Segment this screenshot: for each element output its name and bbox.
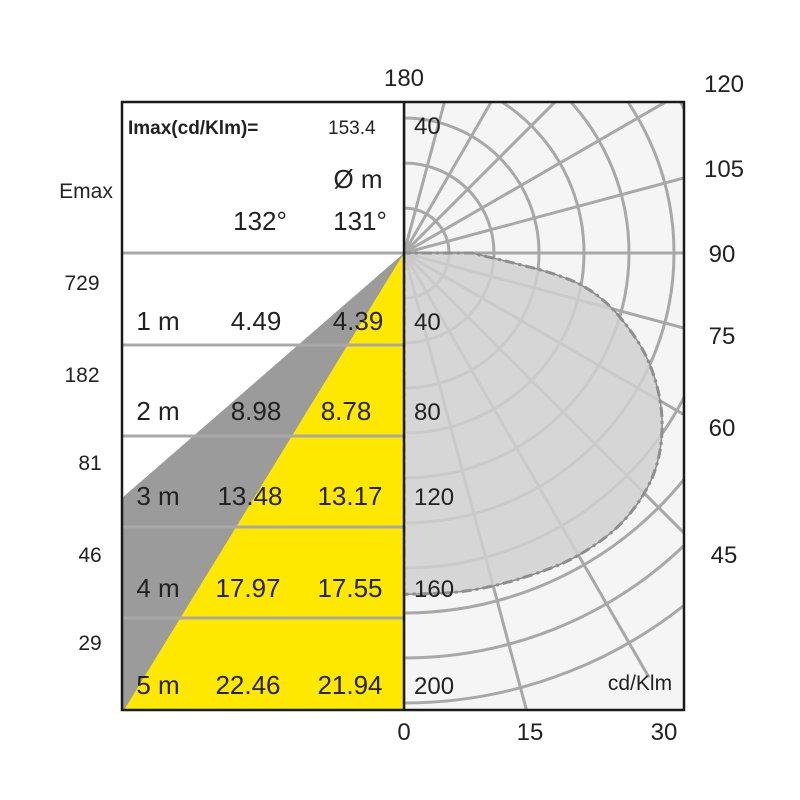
row-diameter-2: 21.94	[317, 670, 382, 700]
table-row: 2 m 8.98 8.78	[136, 396, 371, 426]
row-separators	[122, 251, 404, 620]
intensity-curve	[404, 251, 664, 596]
emax-label: Emax	[59, 180, 113, 203]
angle-label: 120	[704, 71, 744, 98]
row-distance: 3 m	[136, 481, 179, 511]
radial-label: 200	[414, 673, 454, 700]
diameter-header: Ø m	[333, 164, 382, 194]
emax-value: 29	[78, 632, 101, 655]
polar-ring	[404, 543, 684, 660]
table-row: 4 m 17.97 17.55	[136, 573, 382, 603]
row-diameter-1: 13.48	[217, 481, 282, 511]
curve-outline-inner	[404, 252, 663, 596]
polar-ring	[404, 603, 684, 705]
table-row: 3 m 13.48 13.17	[136, 481, 382, 511]
beam-angle-1: 132°	[233, 206, 287, 236]
emax-value: 729	[64, 272, 99, 295]
angle-label: 75	[709, 323, 736, 350]
bottom-scale-label: 30	[651, 719, 678, 746]
radial-label: 80	[414, 399, 441, 426]
radial-label: 40	[414, 309, 441, 336]
top-angle-label: 180	[384, 65, 424, 92]
polar-spoke	[404, 102, 669, 255]
row-diameter-1: 17.97	[215, 573, 280, 603]
bottom-scale-label: 15	[517, 719, 544, 746]
angle-label: 90	[709, 241, 736, 268]
angle-label: 45	[711, 542, 738, 569]
beam-inner	[124, 253, 404, 710]
emax-value: 81	[78, 452, 101, 475]
row-diameter-2: 4.39	[333, 306, 384, 336]
imax-label: Imax(cd/Klm)=	[128, 118, 258, 139]
emax-value: 46	[78, 544, 101, 567]
bottom-scale-label: 0	[397, 719, 410, 746]
imax-value: 153.4	[328, 118, 376, 139]
beam-angle-2: 131°	[333, 206, 387, 236]
radial-label: 120	[414, 484, 454, 511]
emax-value: 182	[64, 364, 99, 387]
row-distance: 2 m	[136, 396, 179, 426]
table-row: 5 m 22.46 21.94	[136, 670, 382, 700]
row-distance: 5 m	[136, 670, 179, 700]
angle-label: 60	[709, 415, 736, 442]
polar-spoke	[404, 102, 447, 254]
row-diameter-1: 4.49	[231, 306, 282, 336]
row-diameter-2: 13.17	[317, 481, 382, 511]
row-distance: 1 m	[136, 306, 179, 336]
polar-spoke	[404, 102, 558, 255]
polar-ring	[404, 476, 684, 615]
beam-cone	[122, 253, 404, 710]
row-diameter-1: 8.98	[231, 396, 282, 426]
row-diameter-2: 17.55	[317, 573, 382, 603]
radial-label: 40	[414, 113, 441, 140]
unit-label: cd/Klm	[608, 672, 672, 695]
polar-spoke	[404, 102, 493, 254]
row-distance: 4 m	[136, 573, 179, 603]
angle-label: 105	[704, 156, 744, 183]
row-diameter-1: 22.46	[215, 670, 280, 700]
row-diameter-2: 8.78	[321, 396, 372, 426]
radial-label: 160	[414, 576, 454, 603]
curve-area	[404, 253, 663, 595]
polar-spoke	[404, 176, 684, 255]
table-row: 1 m 4.49 4.39	[136, 306, 383, 336]
